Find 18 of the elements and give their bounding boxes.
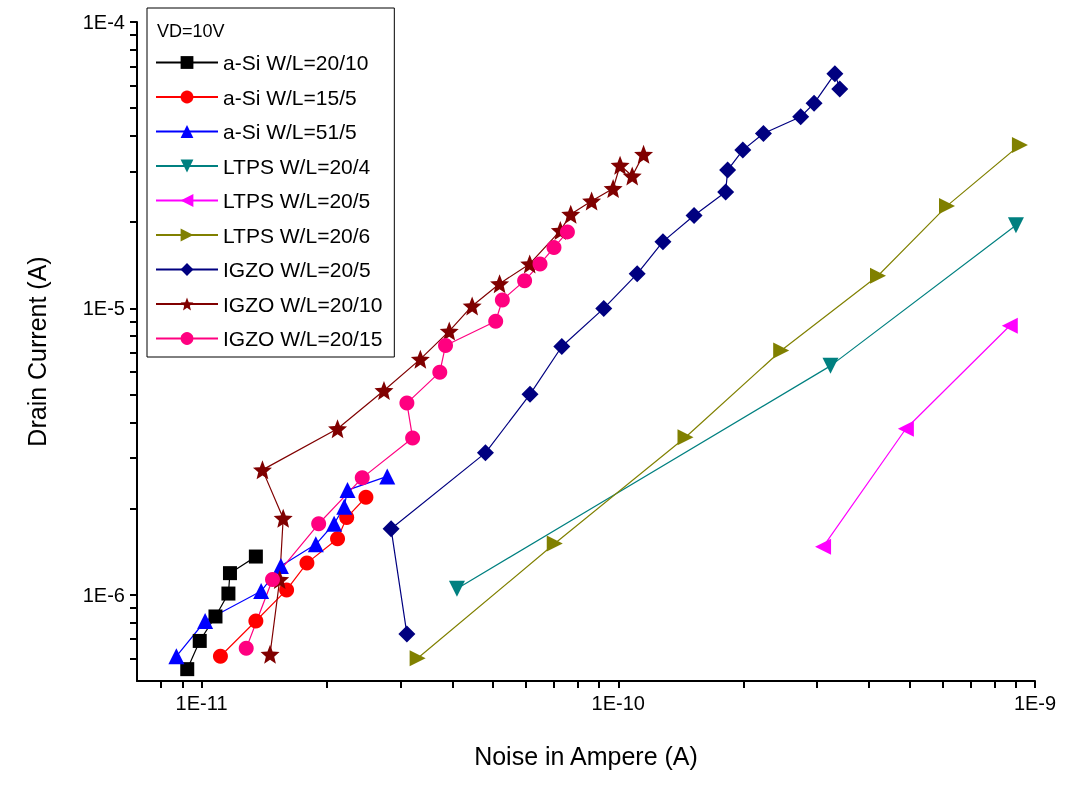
- x-tick-label: 1E-11: [175, 692, 228, 714]
- legend-label: a-Si W/L=15/5: [223, 85, 357, 109]
- legend-label: LTPS W/L=20/5: [223, 189, 371, 212]
- legend-label: IGZO W/L=20/15: [223, 327, 383, 350]
- legend-label: IGZO W/L=20/10: [223, 292, 383, 316]
- y-tick-label: 1E-4: [82, 11, 125, 33]
- legend-label: IGZO W/L=20/5: [223, 258, 371, 281]
- legend-label: LTPS W/L=20/4: [223, 154, 371, 178]
- legend-title: VD=10V: [157, 21, 225, 41]
- legend-label: a-Si W/L=20/10: [223, 51, 369, 74]
- y-tick-label: 1E-6: [82, 583, 125, 606]
- x-axis-title: Noise in Ampere (A): [474, 741, 698, 770]
- x-tick-label: 1E-9: [1013, 692, 1057, 714]
- legend-label: a-Si W/L=51/5: [223, 120, 357, 143]
- y-tick-label: 1E-5: [82, 297, 125, 320]
- y-axis-title: Drain Current (A): [22, 256, 51, 447]
- x-tick-label: 1E-10: [591, 692, 645, 714]
- legend-label: LTPS W/L=20/6: [223, 223, 371, 247]
